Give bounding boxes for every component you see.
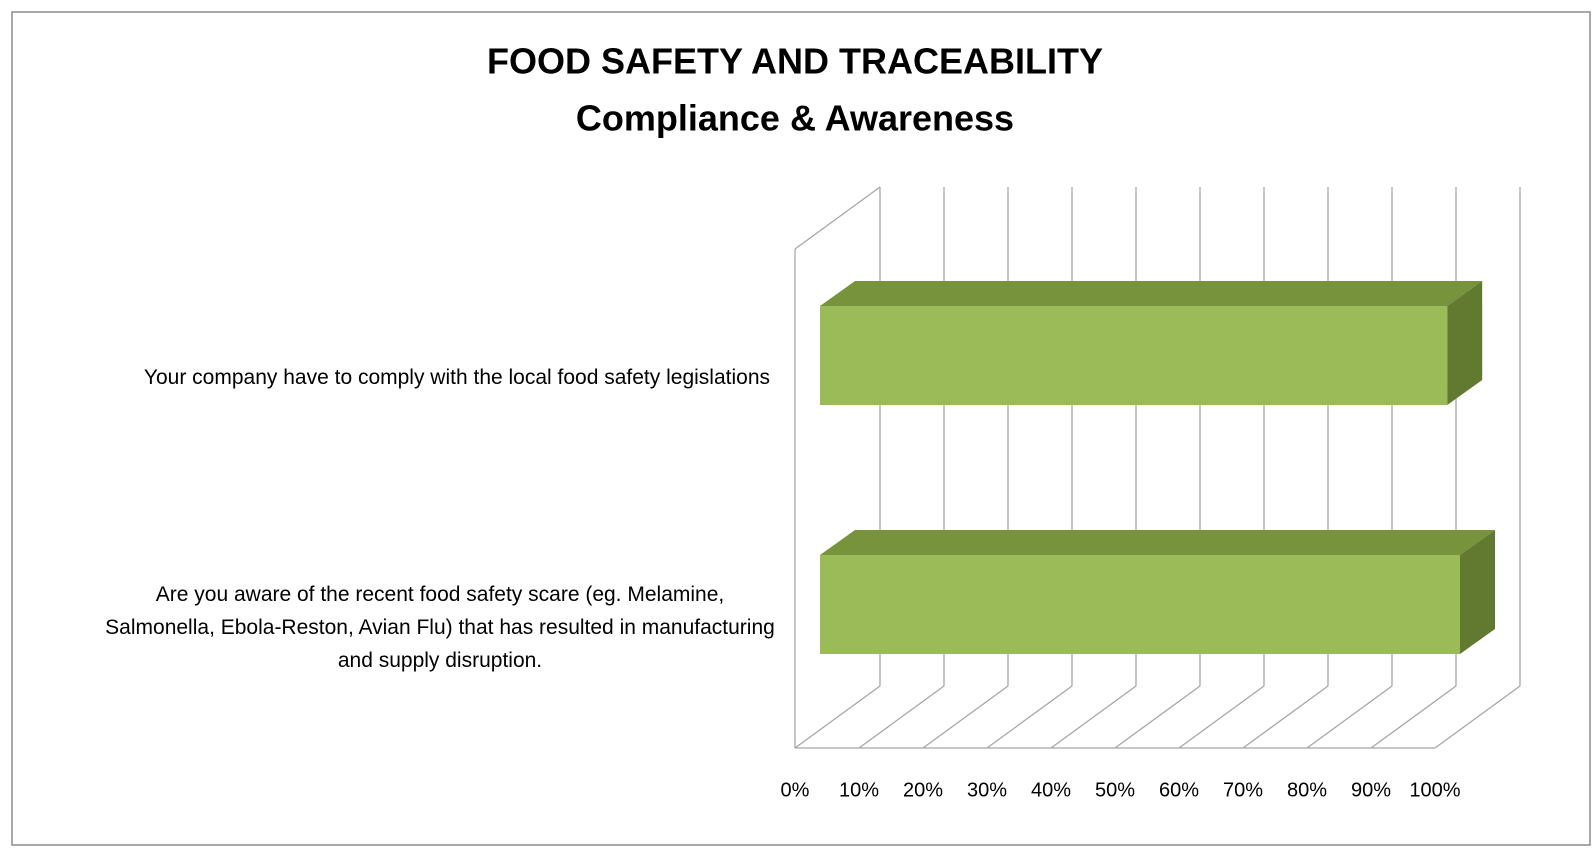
x-tick-label: 100%	[1409, 779, 1460, 801]
chart-subtitle: Compliance & Awareness	[576, 98, 1014, 139]
floor-grid-line	[922, 685, 1009, 749]
bar-side-face	[1447, 281, 1483, 405]
floor-grid-line	[1050, 685, 1137, 749]
floor-grid-line	[1370, 685, 1457, 749]
x-tick-label: 30%	[967, 779, 1007, 801]
floor-grid-line	[1306, 685, 1393, 749]
bar	[820, 306, 1448, 405]
x-tick-label: 20%	[903, 779, 943, 801]
bar-top-face	[820, 530, 1495, 555]
floor-grid-line	[794, 685, 881, 749]
category-label: Are you aware of the recent food safety …	[105, 583, 775, 672]
floor-grid-line	[1114, 685, 1201, 749]
x-tick-label: 90%	[1351, 779, 1391, 801]
floor-grid-line	[1242, 685, 1329, 749]
x-tick-label: 50%	[1095, 779, 1135, 801]
floor-grid-line	[1178, 685, 1265, 749]
floor-grid-line	[1434, 685, 1521, 749]
bar-side-face	[1460, 530, 1495, 654]
x-tick-label: 0%	[781, 779, 810, 801]
x-tick-label: 80%	[1287, 779, 1327, 801]
x-tick-label: 60%	[1159, 779, 1199, 801]
bar	[820, 555, 1460, 654]
side-wall-edge	[794, 186, 881, 250]
category-label: Your company have to comply with the loc…	[143, 366, 770, 389]
chart-title: FOOD SAFETY AND TRACEABILITY	[487, 41, 1103, 82]
x-tick-label: 10%	[839, 779, 879, 801]
floor-grid-line	[858, 685, 945, 749]
bar-top-face	[820, 281, 1483, 306]
chart-border	[11, 11, 1591, 846]
x-tick-label: 70%	[1223, 779, 1263, 801]
floor-grid-line	[986, 685, 1073, 749]
x-tick-label: 40%	[1031, 779, 1071, 801]
